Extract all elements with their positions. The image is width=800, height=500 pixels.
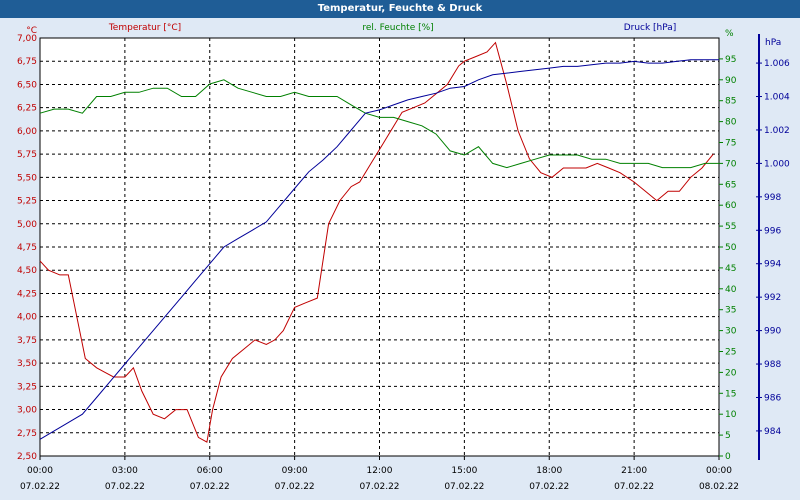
temperature-tick-label: 6,50: [17, 80, 37, 90]
temperature-tick-label: 3,50: [17, 359, 37, 369]
x-tick-time: 18:00: [536, 466, 562, 476]
temperature-tick-label: 2,75: [17, 429, 37, 439]
pressure-tick-label: 992: [764, 293, 781, 303]
pressure-tick-label: 988: [764, 360, 781, 370]
x-tick-time: 00:00: [27, 466, 53, 476]
series-line-temperature: [39, 41, 714, 443]
humidity-axis-label: rel. Feuchte [%]: [362, 23, 433, 33]
humidity-tick-label: 0: [725, 452, 731, 462]
pressure-tick-label: 986: [764, 393, 781, 403]
pressure-tick-label: 998: [764, 193, 781, 203]
pressure-tick-label: 984: [764, 427, 781, 437]
temperature-tick-label: 3,25: [17, 382, 37, 392]
temperature-tick-label: 5,25: [17, 197, 37, 207]
temperature-axis-label: Temperatur [°C]: [108, 23, 181, 33]
humidity-unit: %: [725, 29, 734, 39]
x-tick-date: 07.02.22: [614, 482, 654, 492]
temperature-tick-label: 4,50: [17, 266, 37, 276]
x-tick-date: 07.02.22: [359, 482, 399, 492]
humidity-tick-label: 40: [725, 285, 737, 295]
temperature-tick-label: 5,00: [17, 220, 37, 230]
humidity-tick-label: 75: [725, 139, 736, 149]
humidity-tick-label: 50: [725, 243, 737, 253]
humidity-tick-label: 90: [725, 76, 737, 86]
window-title: Temperatur, Feuchte & Druck: [0, 0, 800, 18]
temperature-tick-label: 5,75: [17, 150, 37, 160]
x-tick-date: 08.02.22: [699, 482, 739, 492]
x-tick-time: 12:00: [367, 466, 393, 476]
x-tick-time: 21:00: [621, 466, 647, 476]
temperature-tick-label: 4,00: [17, 313, 37, 323]
pressure-tick-label: 1.002: [764, 126, 790, 136]
temperature-tick-label: 7,00: [17, 34, 37, 44]
humidity-tick-label: 70: [725, 159, 737, 169]
series-line-pressure: [39, 59, 719, 440]
pressure-tick-label: 996: [764, 226, 781, 236]
x-tick-time: 09:00: [282, 466, 308, 476]
x-tick-date: 07.02.22: [444, 482, 484, 492]
temperature-tick-label: 5,50: [17, 173, 37, 183]
pressure-tick-label: 1.004: [764, 93, 790, 103]
temperature-tick-label: 6,75: [17, 57, 37, 67]
chart: 00:00 07.02.22 03:00 07.02.22 06:00 07.02.22 0…: [17, 23, 790, 492]
temperature-tick-label: 3,75: [17, 336, 37, 346]
humidity-tick-label: 15: [725, 389, 736, 399]
temperature-tick-label: 2,50: [17, 452, 37, 462]
pressure-tick-label: 1.006: [764, 59, 790, 69]
humidity-tick-label: 20: [725, 368, 737, 378]
humidity-tick-label: 85: [725, 97, 736, 107]
x-tick-date: 07.02.22: [529, 482, 569, 492]
humidity-tick-label: 65: [725, 180, 736, 190]
series-line-humidity: [39, 79, 719, 169]
humidity-tick-label: 60: [725, 201, 737, 211]
humidity-tick-label: 25: [725, 348, 736, 358]
temperature-unit: °C: [26, 26, 37, 36]
x-tick-date: 07.02.22: [190, 482, 230, 492]
pressure-tick-label: 990: [764, 327, 781, 337]
humidity-tick-label: 80: [725, 118, 737, 128]
pressure-axis-label: Druck [hPa]: [624, 23, 677, 33]
temperature-tick-label: 6,25: [17, 104, 37, 114]
x-tick-time: 00:00: [706, 466, 732, 476]
humidity-tick-label: 35: [725, 306, 736, 316]
pressure-unit: hPa: [765, 38, 781, 48]
humidity-tick-label: 45: [725, 264, 736, 274]
temperature-tick-label: 4,25: [17, 289, 37, 299]
humidity-tick-label: 5: [725, 431, 731, 441]
humidity-tick-label: 95: [725, 55, 736, 65]
humidity-tick-label: 30: [725, 327, 737, 337]
humidity-tick-label: 55: [725, 222, 736, 232]
temperature-tick-label: 6,00: [17, 127, 37, 137]
x-tick-time: 03:00: [112, 466, 138, 476]
temperature-tick-label: 4,75: [17, 243, 37, 253]
x-tick-date: 07.02.22: [105, 482, 145, 492]
x-tick-time: 06:00: [197, 466, 223, 476]
temperature-tick-label: 3,00: [17, 406, 37, 416]
pressure-tick-label: 1.000: [764, 159, 790, 169]
x-tick-date: 07.02.22: [20, 482, 60, 492]
humidity-tick-label: 10: [725, 410, 737, 420]
x-tick-date: 07.02.22: [275, 482, 315, 492]
pressure-tick-label: 994: [764, 260, 781, 270]
x-tick-time: 15:00: [451, 466, 477, 476]
